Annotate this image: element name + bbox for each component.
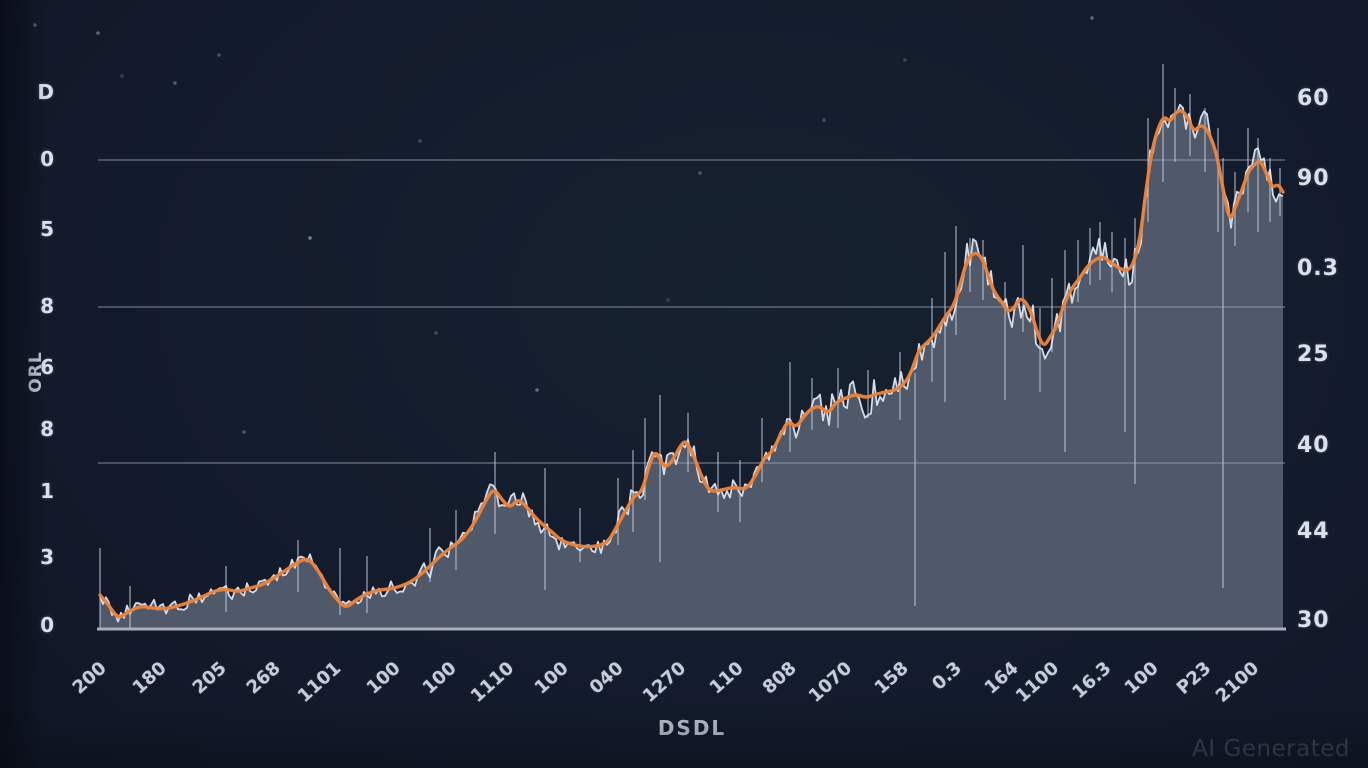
wick-lines (99, 64, 1281, 629)
y-tick-label-left: 1 (40, 479, 54, 503)
x-axis-title-text: DSDL (657, 716, 727, 740)
y-tick-label-right: 60 (1297, 86, 1330, 111)
star-dot (1090, 16, 1094, 20)
y-tick-label-left: 5 (40, 217, 54, 241)
y-axis-title: ORL (26, 351, 46, 393)
star-dot (822, 118, 826, 122)
y-tick-label-right: 30 (1297, 608, 1330, 633)
star-dot (434, 331, 438, 335)
area-fill (100, 104, 1283, 629)
y-tick-label-left: 8 (40, 417, 54, 441)
star-dot (120, 74, 124, 78)
star-dot (242, 430, 246, 434)
y-tick-label-right: 40 (1297, 433, 1330, 458)
y-tick-label-right: 0.3 (1297, 256, 1339, 281)
y-tick-label-right: 25 (1297, 342, 1330, 367)
star-dot (217, 53, 221, 57)
star-dot (698, 171, 702, 175)
star-dot (96, 31, 100, 35)
y-tick-label-left: 3 (40, 545, 54, 569)
y-tick-label-right: 44 (1297, 519, 1330, 544)
ai-generated-watermark: AI Generated (1192, 736, 1350, 762)
star-dot (666, 298, 670, 302)
gridlines (98, 159, 1285, 464)
star-dot (418, 139, 422, 143)
y-tick-label-left: 0 (40, 613, 54, 637)
y-tick-label-left: 8 (40, 294, 54, 318)
star-dot (308, 236, 312, 240)
y-tick-label-left: D (37, 80, 54, 104)
x-axis-title: DSDL (0, 716, 1368, 740)
star-dot (33, 23, 37, 27)
star-dot (903, 58, 907, 62)
y-tick-label-left: 6 (40, 355, 54, 379)
star-field (33, 16, 1322, 434)
star-dot (173, 81, 177, 85)
star-dot (535, 388, 539, 392)
y-tick-label-left: 0 (40, 147, 54, 171)
moving-average-line (98, 109, 1285, 619)
star-dot (1318, 94, 1322, 98)
y-tick-label-right: 90 (1297, 166, 1330, 191)
